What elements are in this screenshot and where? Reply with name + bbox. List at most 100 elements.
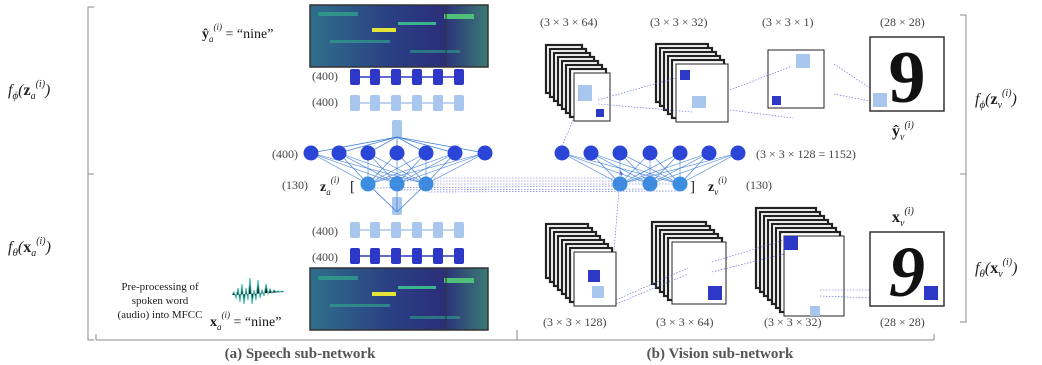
rnn-bot-a-cell [433, 222, 443, 238]
rnn-top-b-cell [454, 95, 464, 111]
speech-rnn-top-dim-1: (400) [312, 69, 338, 83]
rnn-bot-a-cell [370, 222, 380, 238]
rnn-bot-b-cell [370, 248, 380, 264]
speech-dense-up-edge [310, 136, 398, 154]
speech-dense-node [477, 145, 493, 161]
rnn-top-a-cell [412, 69, 422, 85]
preprocess-line-1: Pre-processing of [121, 281, 199, 293]
vision-input-label: xv(i) [892, 206, 915, 229]
rnn-bot-b-cell [350, 248, 360, 264]
encoder-projection-line [615, 267, 689, 301]
speech-dense-latent-edge [367, 152, 427, 185]
speech-rnn-bot-dim-1: (400) [312, 224, 338, 238]
rnn-encoder-layers [350, 197, 464, 264]
vision-dense-node [612, 145, 628, 161]
dec1-patch-dark [596, 109, 604, 117]
speech-dense-node [447, 145, 463, 161]
layout-brackets [87, 6, 967, 341]
speech-latent-bracket: [ [350, 179, 355, 195]
speech-latent-label: za(i) [320, 175, 339, 197]
vision-dense-node [554, 145, 570, 161]
vision-latent-bracket: ] [690, 179, 695, 195]
speech-dense-latent-edge [310, 152, 369, 185]
enc3-patch-light [810, 306, 820, 316]
rnn-top-a-cell [350, 69, 360, 85]
audio-waveform [231, 277, 285, 305]
speech-dense-latent-edge [367, 152, 456, 185]
vision-dense-latent-edge [619, 152, 710, 185]
rnn-decoder-layers [350, 69, 464, 138]
dec1-patch-light [578, 85, 592, 101]
encoder-projection-line [711, 239, 785, 263]
vision-output-label: ŷv(i) [892, 120, 915, 143]
vision-dense-dim: (3 × 3 × 128 = 1152) [756, 147, 856, 161]
enc-dim-1: (3 × 3 × 128) [543, 315, 607, 329]
enc1-patch-dark [588, 270, 600, 282]
vision-dense-node [730, 145, 746, 161]
rnn-bot-b-cell [433, 248, 443, 264]
speech-dense-latent-edge [367, 152, 486, 185]
speech-rnn-top-dim-2: (400) [312, 95, 338, 109]
preprocess-line-2: spoken word [132, 295, 189, 307]
rnn-bot-a-cell [350, 222, 360, 238]
enc1-patch-light [592, 286, 604, 298]
speech-latent-node [389, 176, 405, 192]
enc-dim-4: (28 × 28) [880, 315, 925, 329]
dec-dim-4: (28 × 28) [880, 15, 925, 29]
speech-dense-node [303, 145, 319, 161]
enc3-patch-dark [784, 236, 798, 250]
speech-rnn-bot-dim-2: (400) [312, 250, 338, 264]
cross-modal-links [367, 177, 681, 193]
vision-dense-node [583, 145, 599, 161]
vision-dense-latent-edge [561, 152, 621, 185]
enc-dim-2: (3 × 3 × 64) [656, 315, 714, 329]
decoder-projection-lines [597, 63, 886, 119]
dec3-patch-light [796, 54, 810, 68]
vision-input-image: 9 [869, 231, 945, 312]
output-digit: 9 [889, 37, 926, 119]
vision-dense-latent-edge [649, 152, 739, 185]
decoder-projection-line [729, 65, 793, 91]
speech-dense-node [331, 145, 347, 161]
speech-dense-dim: (400) [272, 147, 298, 161]
vision-dense-node [672, 145, 688, 161]
vision-dense-latent-edge [679, 152, 739, 185]
rnn-bot-b-cell [391, 248, 401, 264]
vision-dense-latent-edge [590, 152, 681, 185]
encoder-projection-line [615, 273, 689, 305]
rnn-top-a-cell [370, 69, 380, 85]
encoder-projection-line [711, 253, 785, 273]
speech-dense-node [360, 145, 376, 161]
speech-dense-up-edge [396, 136, 456, 154]
dec3-patch-dark [772, 96, 781, 105]
speech-decoder-function: fϕ(za(i)) [8, 79, 50, 102]
rnn-bot-b-cell [454, 248, 464, 264]
preprocess-note: Pre-processing of spoken word (audio) in… [118, 281, 203, 321]
dec2-patch-light [692, 96, 706, 108]
vision-decoder-stacks [544, 42, 886, 123]
rnn-top-a-cell [454, 69, 464, 85]
speech-dense-node [418, 145, 434, 161]
vision-dense-latent-edge [619, 152, 739, 185]
speech-latent-dim: (130) [282, 178, 308, 192]
speech-input-label: xa(i) = “nine” [210, 310, 281, 332]
rnn-top-b-cell [412, 95, 422, 111]
rnn-top-b-cell [350, 95, 360, 111]
rnn-bot-a-cell [412, 222, 422, 238]
dec-dim-3: (3 × 3 × 1) [762, 15, 814, 29]
rnn-top-b-cell [370, 95, 380, 111]
speech-dense-latent-edge [425, 152, 486, 185]
vision-latent-label: zv(i) [708, 175, 727, 197]
dec2-patch-dark [680, 70, 690, 80]
vision-dense-node [642, 145, 658, 161]
speech-output-label: ŷa(i) = “nine” [202, 22, 273, 44]
vision-caption: (b) Vision sub-network [647, 346, 794, 362]
dec-dim-1: (3 × 3 × 64) [540, 15, 598, 29]
mfcc-output-spectrogram [309, 4, 489, 68]
speech-latent-node [360, 176, 376, 192]
rnn-bot-b-cell [412, 248, 422, 264]
preprocess-line-3: (audio) into MFCC [118, 309, 203, 321]
decoder-projection-line [597, 103, 693, 113]
rnn-top-b-cell [433, 95, 443, 111]
vision-decoder-function: fϕ(zv(i)) [975, 88, 1017, 111]
